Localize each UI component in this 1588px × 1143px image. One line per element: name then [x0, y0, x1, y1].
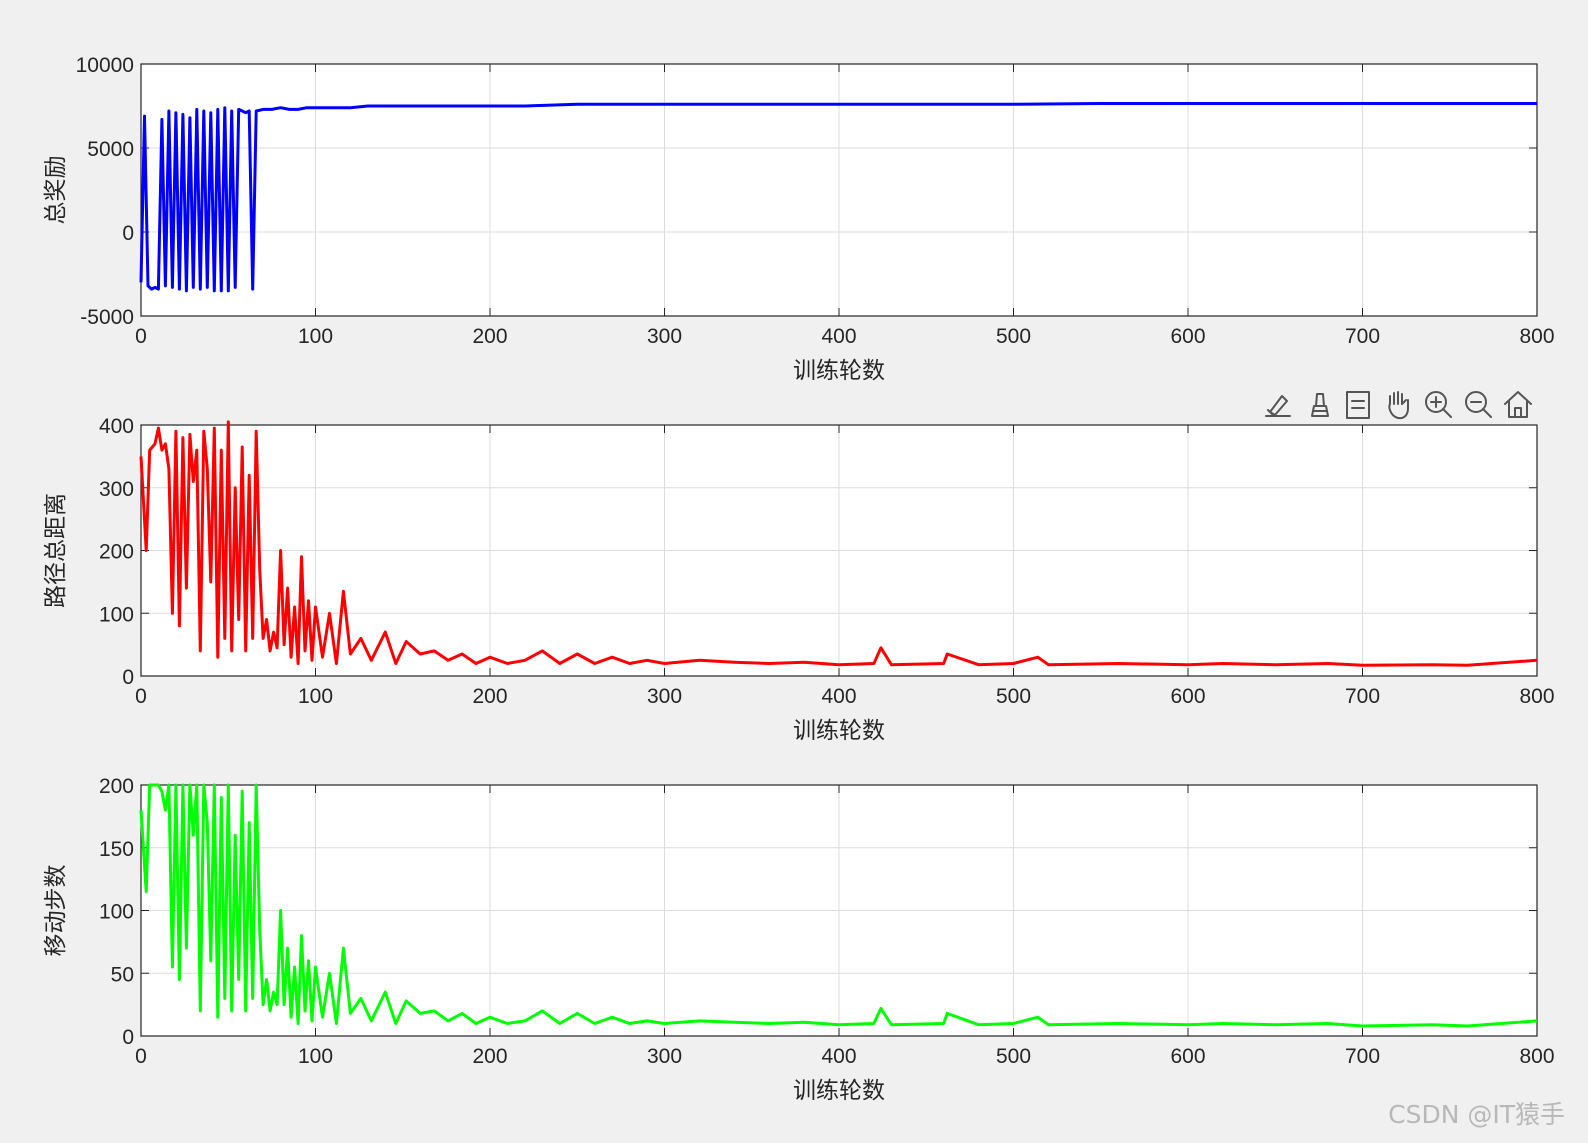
x-tick-label: 700 — [1345, 1045, 1380, 1068]
series-line — [139, 420, 1538, 667]
y-tick-label: 200 — [99, 775, 134, 798]
watermark: CSDN @IT猿手 — [1388, 1100, 1565, 1129]
subplot-1: 0 100 200 300 400 500 600 700 800-50000500010000… — [43, 54, 1555, 384]
x-tick-label: 400 — [821, 325, 856, 348]
x-tick-label: 0 — [135, 685, 147, 708]
brush-icon[interactable] — [1262, 388, 1294, 420]
y-tick-label: 10000 — [76, 54, 134, 77]
y-tick-label: 150 — [99, 838, 134, 861]
x-axis-label: 训练轮数 — [793, 1078, 885, 1104]
axes-toolbar[interactable] — [1262, 388, 1534, 420]
subplot-3: 0 100 200 300 400 500 600 700 800 0 50 100 150 200 训练轮… — [43, 775, 1555, 1104]
x-axis-label: 训练轮数 — [793, 718, 885, 744]
y-tick-label: 0 — [122, 666, 134, 689]
y-tick-label: 50 — [111, 963, 134, 986]
x-tick-label: 600 — [1170, 1045, 1205, 1068]
x-tick-label: 400 — [821, 1045, 856, 1068]
pan-hand-icon[interactable] — [1382, 388, 1414, 420]
x-tick-label: 800 — [1519, 1045, 1554, 1068]
x-tick-label: 100 — [298, 325, 333, 348]
x-tick-label: 200 — [472, 685, 507, 708]
y-tick-label: 100 — [99, 901, 134, 924]
zoom-out-icon[interactable] — [1462, 388, 1494, 420]
x-tick-label: 700 — [1345, 685, 1380, 708]
x-tick-label: 800 — [1519, 325, 1554, 348]
y-tick-label: 300 — [99, 478, 134, 501]
x-tick-label: 300 — [647, 1045, 682, 1068]
y-axis-label: 移动步数 — [43, 865, 69, 957]
x-tick-label: 200 — [472, 325, 507, 348]
y-tick-label: 100 — [99, 603, 134, 626]
x-tick-label: 600 — [1170, 325, 1205, 348]
series-line — [139, 783, 1538, 1028]
y-axis-label: 路径总距离 — [43, 493, 69, 608]
y-tick-label: 0 — [122, 222, 134, 245]
x-tick-label: 300 — [647, 685, 682, 708]
x-axis-label: 训练轮数 — [793, 358, 885, 384]
x-tick-label: 100 — [298, 685, 333, 708]
y-tick-label: 400 — [99, 415, 134, 438]
legend-icon[interactable] — [1342, 388, 1374, 420]
x-tick-label: 100 — [298, 1045, 333, 1068]
subplot-2: 0 100 200 300 400 500 600 700 800 0 100 200 300 400 训练… — [43, 415, 1555, 744]
x-tick-label: 700 — [1345, 325, 1380, 348]
x-tick-label: 600 — [1170, 685, 1205, 708]
x-tick-label: 200 — [472, 1045, 507, 1068]
x-tick-label: 500 — [996, 1045, 1031, 1068]
x-tick-label: 500 — [996, 325, 1031, 348]
x-tick-label: 800 — [1519, 685, 1554, 708]
y-axis-label: 总奖励 — [43, 156, 69, 225]
x-tick-label: 400 — [821, 685, 856, 708]
x-tick-label: 0 — [135, 1045, 147, 1068]
data-tips-icon[interactable] — [1302, 388, 1334, 420]
home-icon[interactable] — [1502, 388, 1534, 420]
y-tick-label: 0 — [122, 1026, 134, 1049]
y-tick-label: -5000 — [80, 306, 134, 329]
x-tick-label: 300 — [647, 325, 682, 348]
series-line — [139, 102, 1537, 293]
zoom-in-icon[interactable] — [1422, 388, 1454, 420]
x-tick-label: 500 — [996, 685, 1031, 708]
x-tick-label: 0 — [135, 325, 147, 348]
y-tick-label: 5000 — [87, 138, 134, 161]
y-tick-label: 200 — [99, 541, 134, 564]
